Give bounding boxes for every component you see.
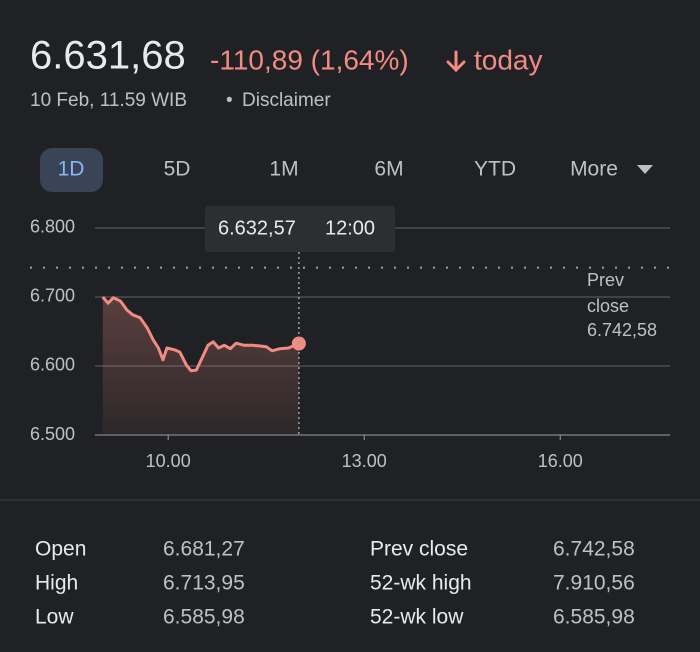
stat-value: 6.713,95 [163, 572, 245, 595]
range-button[interactable]: YTD [474, 158, 516, 181]
y-tick-label: 6.800 [30, 217, 75, 237]
tooltip-time: 12:00 [325, 217, 375, 239]
stat-label: 52-wk low [370, 606, 464, 629]
tooltip-value: 6.632,57 [218, 217, 296, 239]
stat-label: Open [35, 538, 86, 561]
x-tick-label: 16.00 [538, 451, 583, 471]
x-tick-label: 10.00 [146, 451, 191, 471]
prev-close-value: 6.742,58 [587, 320, 657, 340]
y-tick-label: 6.600 [30, 355, 75, 375]
y-tick-label: 6.700 [30, 286, 75, 306]
down-arrow-icon [446, 50, 466, 73]
timestamp: 10 Feb, 11.59 WIB [30, 90, 187, 111]
tooltip-box [205, 206, 395, 252]
price-area [102, 297, 299, 435]
price-change: -110,89 (1,64%) [210, 44, 409, 75]
stat-value: 6.585,98 [163, 606, 245, 629]
separator: • [226, 90, 233, 111]
range-button[interactable]: More [570, 158, 618, 181]
stat-value: 6.585,98 [553, 606, 635, 629]
price: 6.631,68 [30, 34, 186, 78]
stat-value: 6.742,58 [553, 538, 635, 561]
range-button[interactable]: 5D [164, 158, 191, 181]
x-tick-label: 13.00 [342, 451, 387, 471]
change-period: today [474, 44, 543, 75]
range-button[interactable]: 1D [58, 158, 85, 181]
selected-range-pill [40, 148, 103, 192]
stat-label: 52-wk high [370, 572, 472, 595]
stat-label: High [35, 572, 78, 595]
stat-label: Prev close [370, 538, 468, 561]
stat-value: 7.910,56 [553, 572, 635, 595]
stat-value: 6.681,27 [163, 538, 245, 561]
y-tick-label: 6.500 [30, 424, 75, 444]
more-dropdown-icon [637, 165, 653, 174]
prev-close-name: Prev close [587, 270, 629, 316]
disclaimer-link[interactable]: Disclaimer [242, 90, 331, 111]
range-button[interactable]: 1M [269, 158, 298, 181]
stat-label: Low [35, 606, 74, 629]
range-button[interactable]: 6M [374, 158, 403, 181]
price-line [101, 296, 300, 373]
